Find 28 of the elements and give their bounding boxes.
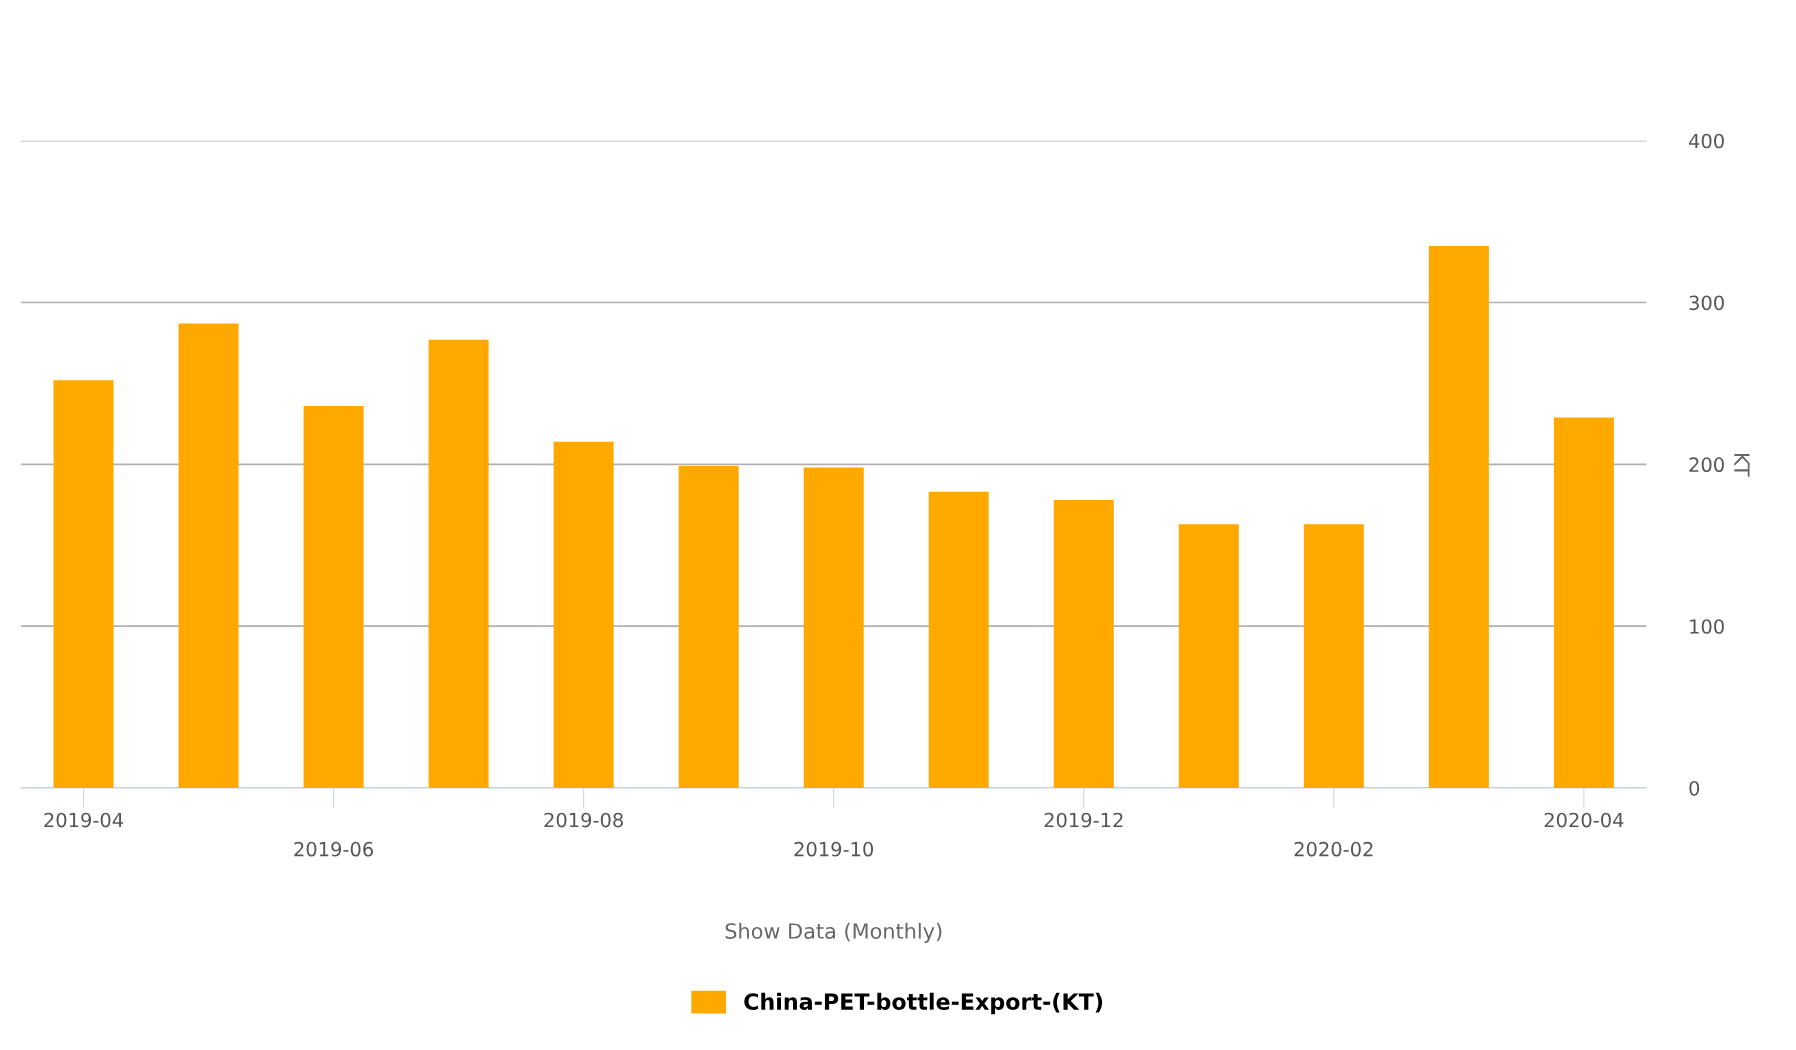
bar xyxy=(178,323,239,789)
legend-label: China-PET-bottle-Export-(KT) xyxy=(744,992,1103,1015)
bar xyxy=(803,467,864,789)
bar xyxy=(678,465,739,789)
y-tick-label: 100 xyxy=(1690,619,1724,634)
bar xyxy=(1303,524,1364,789)
bar xyxy=(1428,245,1489,789)
y-tick-label: 200 xyxy=(1689,457,1724,473)
y-tick-label: 300 xyxy=(1689,295,1724,311)
y-tick-label: 0 xyxy=(1689,780,1700,796)
x-tick-label: 2019-08 xyxy=(544,812,623,828)
x-axis-title: Show Data (Monthly) xyxy=(725,922,942,943)
bar xyxy=(428,339,489,789)
x-tick-label: 2019-04 xyxy=(44,812,124,828)
x-tick-label: 2019-10 xyxy=(794,841,874,857)
x-tick-label: 2020-04 xyxy=(1544,812,1624,828)
bar xyxy=(1178,524,1239,789)
x-tick-label: 2020-02 xyxy=(1294,841,1373,857)
y-tick-label: 400 xyxy=(1689,133,1724,149)
bar xyxy=(53,380,114,789)
bar xyxy=(303,406,364,789)
bar xyxy=(553,441,614,789)
y-axis-title: KT xyxy=(1734,454,1750,477)
x-tick-label: 2019-12 xyxy=(1044,812,1123,828)
bar xyxy=(1553,417,1614,789)
x-tick-label: 2019-06 xyxy=(294,841,373,857)
bar xyxy=(928,491,989,789)
bar xyxy=(1053,499,1114,789)
